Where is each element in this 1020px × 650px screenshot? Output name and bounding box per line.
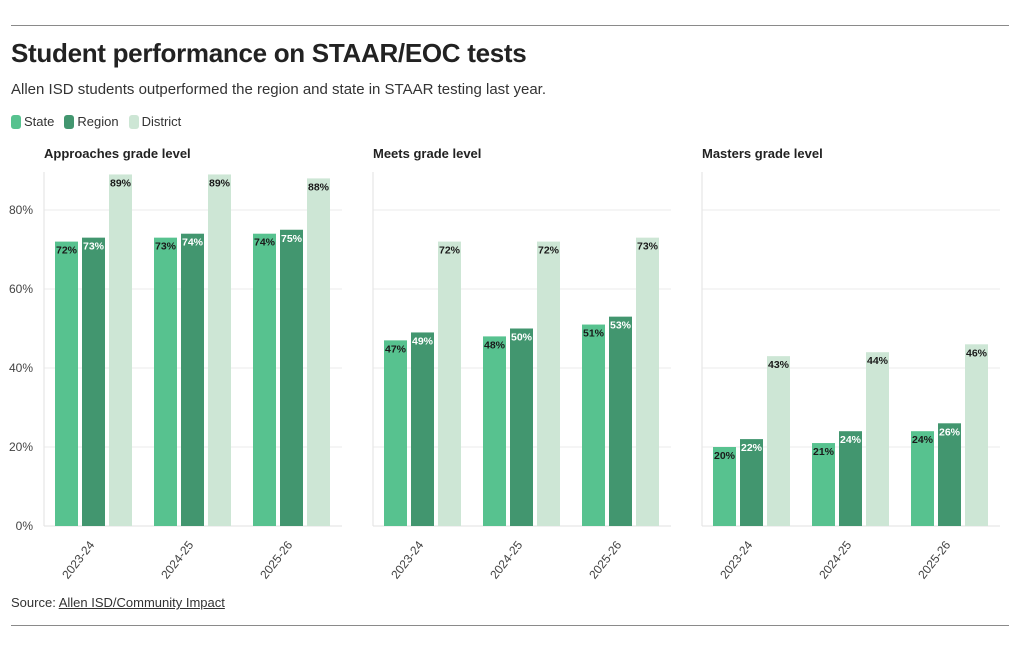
bar-region: [280, 229, 303, 526]
panel-title-masters: Masters grade level: [702, 146, 823, 161]
y-tick-label: 20%: [9, 440, 33, 454]
data-label: 51%: [583, 328, 605, 340]
panel-title-meets: Meets grade level: [373, 146, 482, 161]
bottom-rule: [11, 625, 1009, 626]
panel-title-approaches: Approaches grade level: [44, 146, 191, 161]
bar-district: [307, 178, 330, 526]
legend-swatch-state: [11, 114, 21, 129]
bar-region: [938, 423, 961, 526]
data-label: 48%: [484, 339, 506, 351]
bar-region: [609, 316, 632, 526]
bar-state: [55, 241, 78, 526]
bar-state: [582, 324, 605, 526]
bar-state: [911, 431, 934, 526]
legend-item-state: State: [11, 114, 54, 129]
data-label: 20%: [714, 450, 736, 462]
data-label: 47%: [385, 343, 407, 355]
bar-region: [82, 237, 105, 526]
bar-district: [537, 241, 560, 526]
data-label: 73%: [637, 241, 659, 253]
data-label: 73%: [83, 241, 105, 253]
bar-region: [411, 332, 434, 526]
top-rule: [11, 25, 1009, 26]
chart-title: Student performance on STAAR/EOC tests: [11, 38, 527, 68]
data-label: 26%: [939, 426, 961, 438]
data-label: 24%: [840, 434, 862, 446]
x-tick-label: 2025-26: [586, 538, 624, 582]
bar-state: [154, 237, 177, 526]
legend-label-region: Region: [77, 114, 119, 129]
legend-item-district: District: [128, 114, 182, 129]
legend: State Region District: [11, 114, 181, 129]
bar-state: [812, 443, 835, 526]
bar-district: [866, 352, 889, 526]
data-label: 72%: [439, 245, 461, 257]
bar-region: [839, 431, 862, 526]
bar-state: [713, 447, 736, 526]
data-label: 74%: [254, 237, 276, 249]
bar-state: [384, 340, 407, 526]
data-label: 49%: [412, 335, 434, 347]
data-label: 74%: [182, 237, 204, 249]
data-label: 72%: [56, 245, 78, 257]
data-label: 24%: [912, 434, 934, 446]
data-label: 21%: [813, 446, 835, 458]
data-label: 89%: [209, 177, 231, 189]
x-tick-label: 2024-25: [158, 538, 196, 582]
data-label: 43%: [768, 359, 790, 371]
data-label: 22%: [741, 442, 763, 454]
source-line: Source: Allen ISD/Community Impact: [11, 595, 225, 610]
data-label: 89%: [110, 177, 132, 189]
bar-district: [767, 356, 790, 526]
source-prefix: Source:: [11, 595, 59, 610]
bar-state: [483, 336, 506, 526]
x-tick-label: 2023-24: [388, 538, 426, 582]
x-tick-label: 2025-26: [915, 538, 953, 582]
legend-swatch-district: [128, 114, 139, 129]
y-tick-label: 60%: [9, 282, 33, 296]
data-label: 72%: [538, 245, 560, 257]
bar-district: [965, 344, 988, 526]
y-tick-label: 80%: [9, 203, 33, 217]
x-tick-label: 2023-24: [59, 538, 97, 582]
x-tick-label: 2023-24: [717, 538, 755, 582]
x-tick-label: 2024-25: [816, 538, 854, 582]
bar-district: [208, 174, 231, 526]
legend-item-region: Region: [64, 114, 119, 129]
bar-region: [740, 439, 763, 526]
bar-region: [510, 328, 533, 526]
legend-label-district: District: [141, 114, 182, 129]
data-label: 53%: [610, 320, 632, 332]
data-label: 88%: [308, 181, 330, 193]
bar-state: [253, 233, 276, 526]
bar-district: [438, 241, 461, 526]
bar-region: [181, 233, 204, 526]
data-label: 46%: [966, 347, 988, 359]
data-label: 44%: [867, 355, 889, 367]
data-label: 73%: [155, 241, 177, 253]
chart-subtitle: Allen ISD students outperformed the regi…: [11, 81, 547, 98]
y-tick-label: 40%: [9, 361, 33, 375]
x-tick-label: 2025-26: [257, 538, 295, 582]
x-tick-label: 2024-25: [487, 538, 525, 582]
legend-swatch-region: [64, 114, 75, 129]
source-link[interactable]: Allen ISD/Community Impact: [58, 595, 225, 610]
y-tick-label: 0%: [16, 519, 34, 533]
data-label: 75%: [281, 233, 303, 245]
data-label: 50%: [511, 332, 533, 344]
bar-district: [109, 174, 132, 526]
legend-label-state: State: [24, 114, 55, 129]
bar-district: [636, 237, 659, 526]
